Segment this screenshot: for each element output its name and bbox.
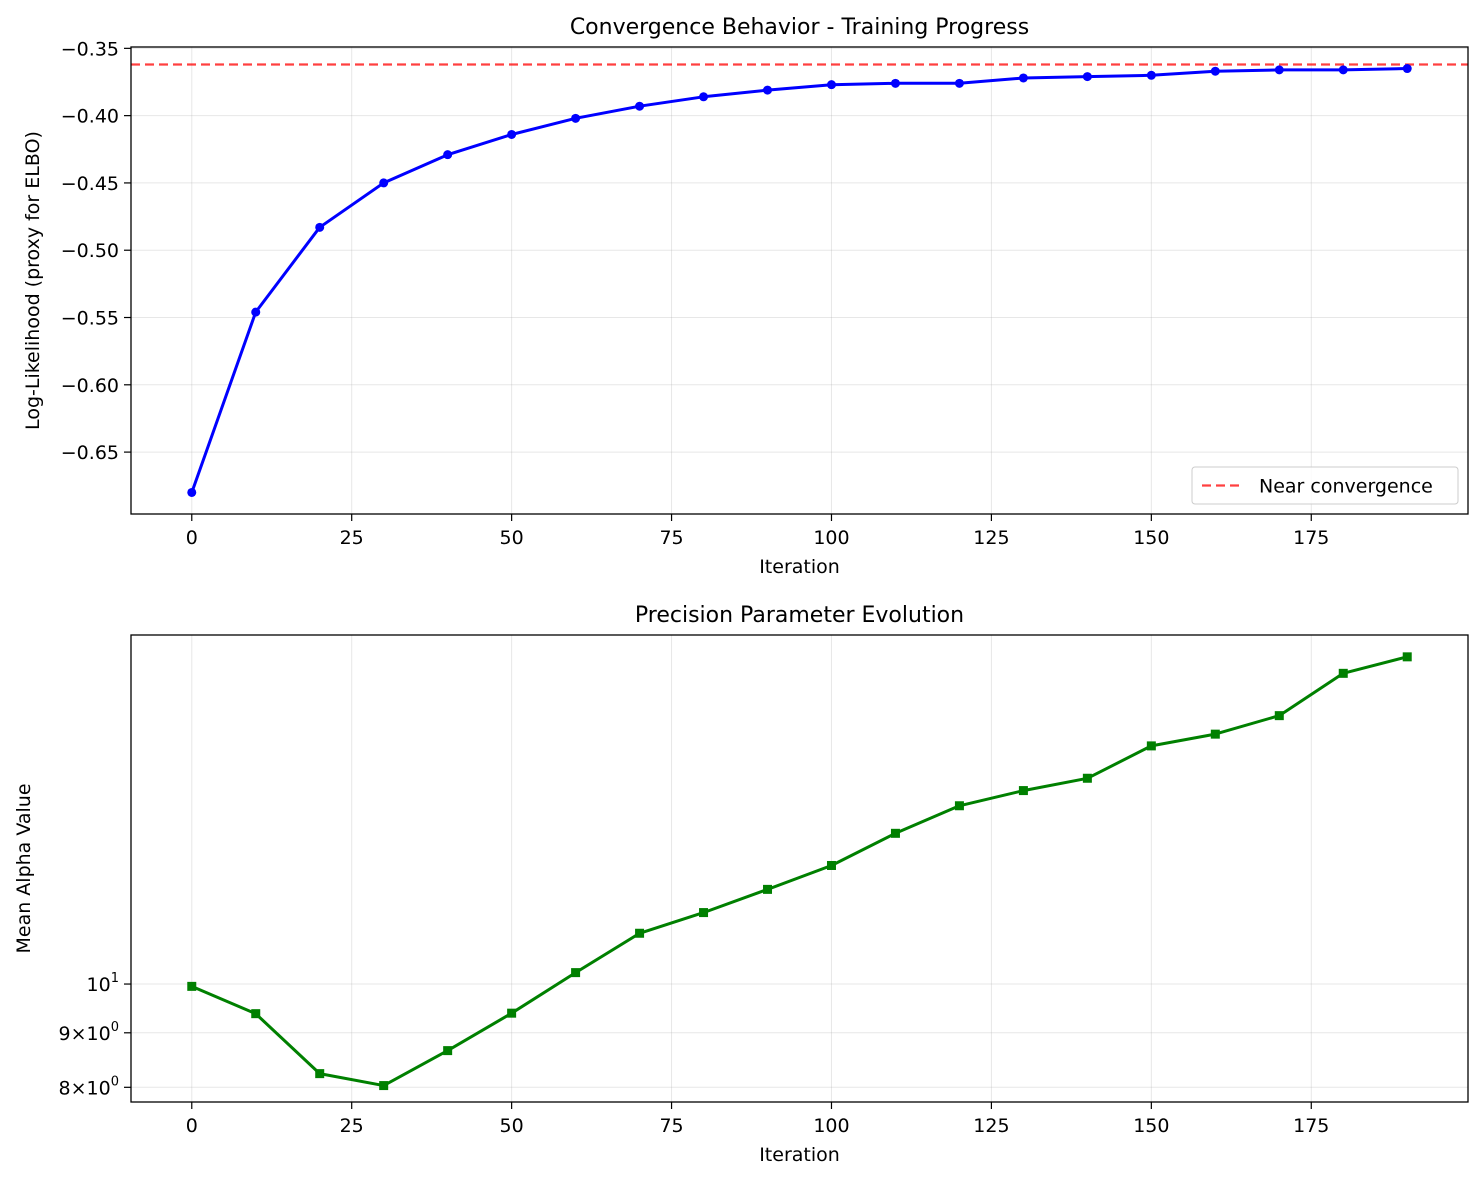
x-tick-label: 75	[659, 1115, 683, 1137]
data-point	[1338, 668, 1348, 678]
x-tick-label: 150	[1133, 527, 1169, 549]
convergence-x-ticks: 0 25 50 75 100 125 150 175	[186, 514, 1329, 549]
convergence-series-layer	[187, 64, 1412, 497]
y-tick-label: −0.50	[61, 240, 119, 262]
convergence-y-ticks: −0.65 −0.60 −0.55 −0.50 −0.45 −0.40 −0.35	[61, 38, 131, 464]
precision-grid	[131, 635, 1468, 1102]
x-tick-label: 75	[659, 527, 683, 549]
convergence-chart-title: Convergence Behavior - Training Progress	[570, 15, 1029, 40]
data-point	[1274, 711, 1284, 721]
data-point	[826, 80, 836, 90]
legend-label-near-convergence: Near convergence	[1259, 476, 1433, 498]
y-tick-label: −0.40	[61, 106, 119, 128]
data-point	[763, 884, 773, 894]
data-point	[1018, 786, 1028, 796]
series-line	[190, 67, 1408, 494]
data-point	[954, 78, 964, 88]
data-point	[187, 981, 197, 991]
y-tick-label: 9×100	[59, 1020, 119, 1045]
convergence-axes-frame	[130, 46, 1469, 515]
data-point	[443, 1046, 453, 1056]
x-tick-label: 50	[500, 1115, 524, 1137]
data-point	[1402, 652, 1412, 662]
precision-chart: 0 25 50 75 100 125 150 175 8×100 9×100 101 Precis…	[13, 603, 1469, 1166]
convergence-chart: 0 25 50 75 100 125 150 175 −0.65 −0.60 −0.55 −0.50…	[22, 15, 1469, 578]
data-point	[699, 908, 709, 918]
data-point	[1082, 72, 1092, 82]
x-tick-label: 150	[1133, 1115, 1169, 1137]
data-point	[251, 1009, 261, 1019]
x-tick-label: 25	[340, 527, 364, 549]
data-point	[763, 85, 773, 95]
data-point	[443, 150, 453, 160]
data-point	[507, 1008, 517, 1018]
data-point	[379, 1081, 389, 1091]
data-point	[1210, 66, 1220, 76]
series-line	[191, 655, 1408, 1088]
precision-chart-title: Precision Parameter Evolution	[635, 603, 964, 628]
convergence-grid	[131, 47, 1468, 514]
x-tick-label: 100	[813, 1115, 849, 1137]
data-point	[1210, 729, 1220, 739]
data-point	[571, 113, 581, 123]
data-point	[1338, 65, 1348, 75]
data-point	[1082, 773, 1092, 783]
y-tick-label: 8×100	[59, 1074, 119, 1099]
data-point	[954, 801, 964, 811]
precision-y-ticks: 8×100 9×100 101	[59, 971, 131, 1099]
data-point	[1018, 73, 1028, 83]
data-point	[1146, 741, 1156, 751]
y-tick-label: −0.60	[61, 375, 119, 397]
data-point	[315, 1069, 325, 1079]
x-tick-label: 50	[500, 527, 524, 549]
x-tick-label: 125	[973, 527, 1009, 549]
convergence-x-axis-label: Iteration	[759, 556, 840, 578]
y-tick-label: −0.45	[61, 173, 119, 195]
data-point	[379, 178, 389, 188]
legend-box	[1191, 466, 1459, 505]
data-point	[890, 78, 900, 88]
precision-x-ticks: 0 25 50 75 100 125 150 175	[186, 1102, 1329, 1137]
data-point	[1402, 64, 1412, 74]
x-tick-label: 175	[1293, 1115, 1329, 1137]
data-point	[187, 487, 197, 497]
x-tick-label: 0	[186, 1115, 198, 1137]
data-point	[1146, 70, 1156, 80]
data-point	[826, 860, 836, 870]
y-tick-label: −0.55	[61, 308, 119, 330]
data-point	[1274, 65, 1284, 75]
data-point	[699, 92, 709, 102]
data-point	[635, 101, 645, 111]
data-point	[890, 828, 900, 838]
x-tick-label: 100	[813, 527, 849, 549]
precision-y-axis-label: Mean Alpha Value	[13, 783, 35, 953]
x-tick-label: 125	[973, 1115, 1009, 1137]
convergence-legend: Near convergence	[1191, 466, 1459, 505]
y-tick-label: −0.65	[61, 442, 119, 464]
data-point	[507, 129, 517, 139]
x-tick-label: 0	[186, 527, 198, 549]
x-tick-label: 25	[340, 1115, 364, 1137]
y-tick-label: 101	[87, 971, 119, 996]
precision-axes-frame	[130, 634, 1469, 1103]
convergence-y-axis-label: Log-Likelihood (proxy for ELBO)	[22, 131, 44, 430]
data-point	[635, 928, 645, 938]
y-tick-label: −0.35	[61, 38, 119, 60]
data-point	[315, 222, 325, 232]
data-point	[251, 307, 261, 317]
data-point	[571, 968, 581, 978]
precision-x-axis-label: Iteration	[759, 1144, 840, 1166]
precision-series-layer	[187, 652, 1412, 1091]
x-tick-label: 175	[1293, 527, 1329, 549]
